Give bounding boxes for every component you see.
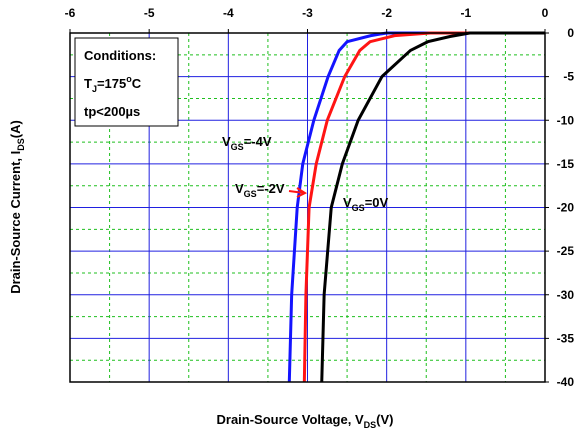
y-tick-label: -30 — [557, 288, 575, 302]
x-tick-label: -6 — [65, 6, 76, 20]
x-tick-label: -1 — [460, 6, 471, 20]
y-tick-label: -5 — [563, 70, 574, 84]
label-arrow — [288, 187, 308, 198]
series-label-main: V — [235, 181, 244, 196]
series-label: VGS=-2V — [235, 181, 285, 199]
series-label-sub: GS — [352, 203, 365, 213]
y-axis-label: Drain-Source Current, IDS(A) — [8, 120, 26, 294]
conditions-box — [74, 37, 179, 127]
series-label-main: V — [222, 134, 231, 149]
series-label-rest: =-2V — [257, 181, 285, 196]
x-tick-label: -5 — [144, 6, 155, 20]
conditions-tp: tp<200µs — [84, 104, 140, 119]
series-label: VGS=-4V — [222, 134, 272, 152]
x-axis-label: Drain-Source Voltage, VDS(V) — [217, 412, 394, 430]
x-tick-label: -4 — [223, 6, 234, 20]
x-tick-label: -2 — [381, 6, 392, 20]
conditions-tj: TJ=175oC — [84, 74, 142, 94]
conditions-title: Conditions: — [84, 48, 156, 63]
series-label-rest: =0V — [365, 195, 389, 210]
y-tick-label: -25 — [557, 244, 575, 258]
x-tick-label: -3 — [302, 6, 313, 20]
y-tick-label: 0 — [567, 26, 574, 40]
series-label-sub: GS — [244, 189, 257, 199]
series-label: VGS=0V — [343, 195, 389, 213]
y-tick-label: -20 — [557, 201, 575, 215]
series-label-sub: GS — [231, 142, 244, 152]
y-tick-label: -35 — [557, 331, 575, 345]
series-label-rest: =-4V — [244, 134, 272, 149]
y-tick-label: -10 — [557, 113, 575, 127]
x-tick-label: 0 — [542, 6, 549, 20]
y-tick-label: -15 — [557, 157, 575, 171]
series-label-main: V — [343, 195, 352, 210]
y-tick-label: -40 — [557, 375, 575, 389]
